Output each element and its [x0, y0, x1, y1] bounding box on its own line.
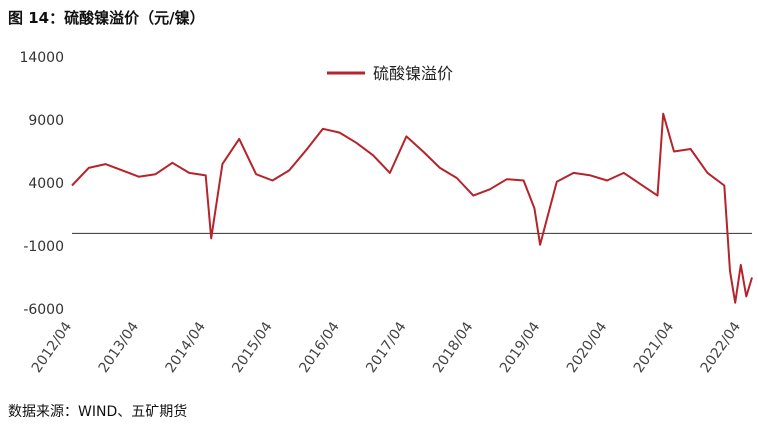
y-tick-label: 9000: [28, 113, 64, 129]
source-note: 数据来源：WIND、五矿期货: [8, 404, 188, 420]
x-tick-label: 2017/04: [363, 319, 410, 376]
x-tick-label: 2015/04: [229, 319, 276, 376]
x-tick-label: 2018/04: [430, 319, 477, 376]
x-tick-label: 2022/04: [698, 319, 745, 376]
y-tick-label: -1000: [23, 239, 64, 255]
y-tick-label: 4000: [28, 176, 64, 192]
x-axis: 2012/04 2013/04 2014/04 2015/04 2016/04 2017/…: [29, 319, 744, 376]
legend-label: 硫酸镍溢价: [373, 64, 453, 83]
series-lines: [71, 112, 753, 304]
x-tick-label: 2014/04: [162, 319, 209, 376]
figure-title: 图 14：硫酸镍溢价（元/镍）: [8, 9, 205, 27]
x-tick-label: 2020/04: [564, 319, 611, 376]
x-tick-label: 2016/04: [296, 319, 343, 376]
x-tick-label: 2013/04: [96, 319, 143, 376]
y-tick-label: -6000: [23, 302, 64, 318]
y-axis: 14000 9000 4000 -1000 -6000: [19, 50, 64, 318]
series-line: [71, 112, 753, 304]
y-tick-label: 14000: [19, 50, 64, 66]
x-tick-label: 2019/04: [497, 319, 544, 376]
x-tick-label: 2012/04: [29, 319, 76, 376]
x-tick-label: 2021/04: [631, 319, 678, 376]
legend: 硫酸镍溢价: [327, 64, 453, 83]
